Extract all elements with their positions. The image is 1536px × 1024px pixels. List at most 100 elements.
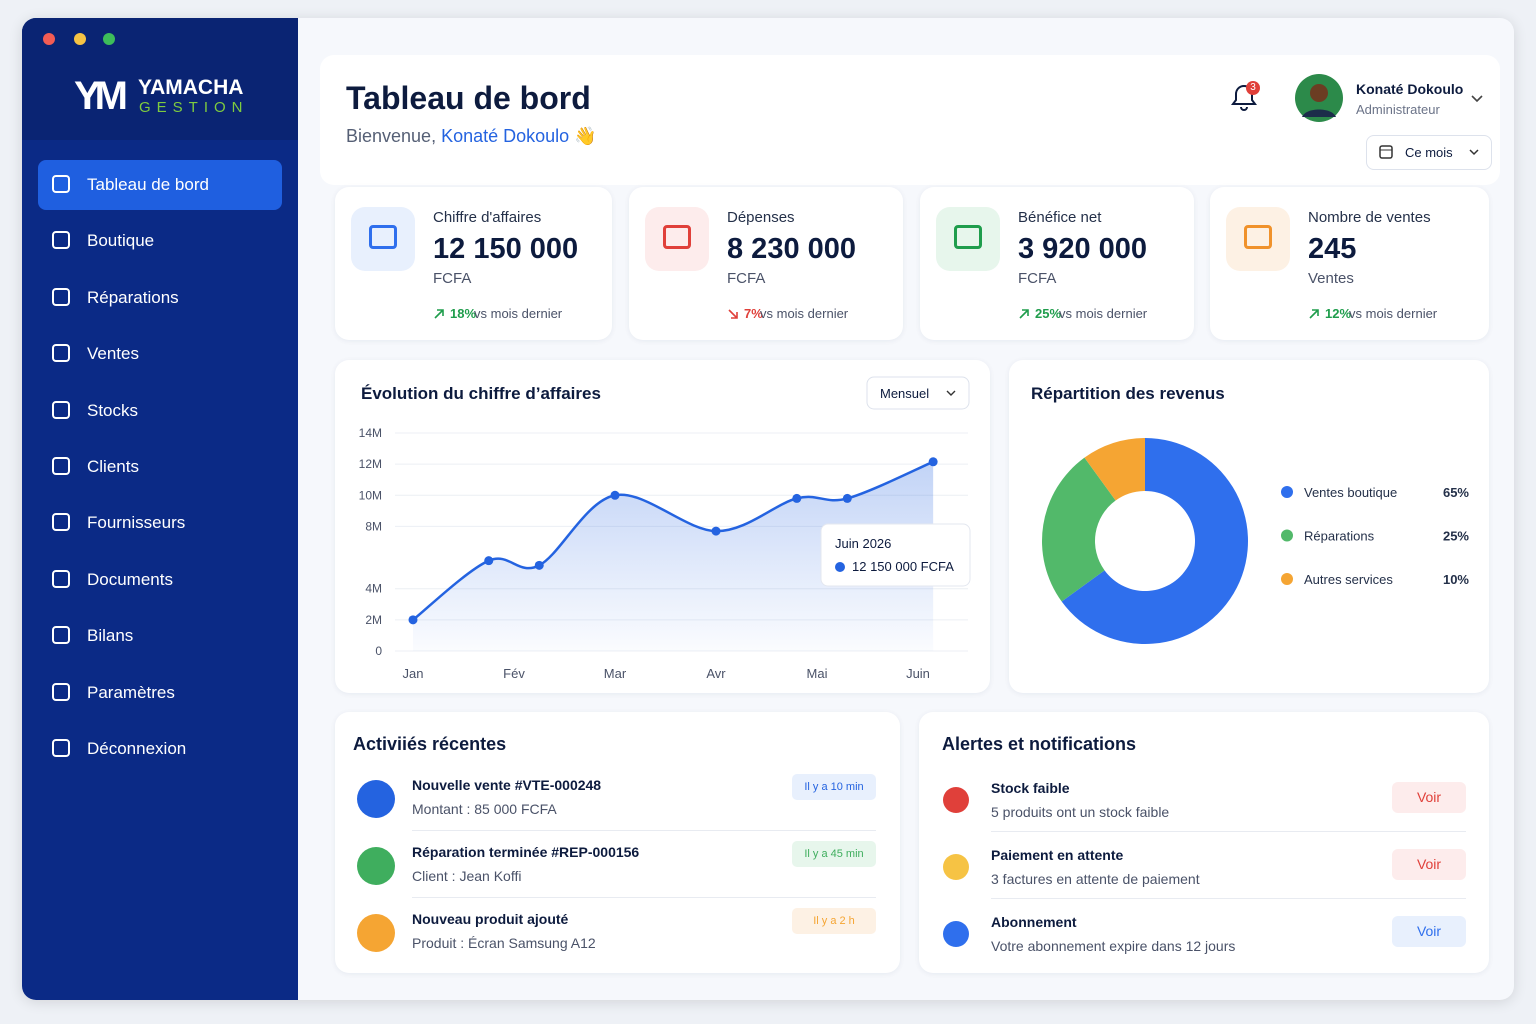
menu-icon	[52, 569, 70, 588]
activity-title: Nouveau produit ajouté	[412, 911, 569, 927]
legend-value: 65%	[1443, 485, 1469, 500]
menu-item[interactable]: Bilans	[38, 611, 282, 661]
period-select[interactable]	[1366, 135, 1492, 170]
x-tick-label: Jan	[403, 666, 424, 681]
menu-label: Clients	[87, 457, 139, 476]
line	[412, 460, 934, 621]
menu-label: Paramètres	[87, 682, 175, 702]
menu-icon	[52, 287, 70, 306]
period-icons	[1379, 145, 1479, 159]
point	[711, 526, 721, 536]
kpi-icon	[1226, 207, 1290, 271]
menu-label: Déconnexion	[87, 739, 187, 758]
point	[408, 615, 418, 625]
separator	[412, 830, 876, 831]
kpi-card: Dépenses 8 230 000 FCFA 7% vs mois dernier	[629, 187, 903, 340]
activity-detail: Montant : 85 000 FCFA	[412, 801, 557, 817]
x-tick-label: Juin	[906, 666, 930, 681]
kpi-glyph	[954, 225, 982, 249]
menu-icon	[52, 400, 70, 419]
activity-title: Nouvelle vente #VTE-000248	[412, 777, 602, 793]
point	[842, 493, 852, 503]
menu-item[interactable]: Ventes	[38, 329, 282, 379]
alert-action[interactable]: Voir	[1392, 849, 1466, 880]
kpi-change-text: vs mois dernier	[760, 306, 849, 321]
y-tick-label: 14M	[359, 426, 382, 440]
profile-name: Konaté Dokoulo	[1356, 81, 1464, 97]
kpi-icon	[351, 207, 415, 271]
kpi-unit: FCFA	[727, 270, 766, 287]
alert-detail: Votre abonnement expire dans 12 jours	[991, 938, 1236, 954]
activity-title: Réparation terminée #REP-000156	[412, 844, 640, 860]
window-controls	[43, 33, 115, 45]
menu-item[interactable]: Documents	[38, 555, 282, 605]
menu-label: Réparations	[87, 287, 179, 307]
activity-detail: Produit : Écran Samsung A12	[412, 935, 596, 951]
kpi-glyph	[369, 225, 397, 249]
activity-icon	[357, 780, 395, 818]
menu-item[interactable]: Clients	[38, 442, 282, 492]
menu-label: Stocks	[87, 400, 139, 420]
kpi-glyph	[1244, 225, 1272, 249]
kpi-card: Chiffre d'affaires 12 150 000 FCFA 18% vs mo…	[335, 187, 612, 340]
activity-time: Il y a 10 min	[792, 774, 876, 800]
kpi-label: Dépenses	[727, 209, 795, 226]
alert-icon	[943, 787, 969, 813]
kpi-change: 25%	[1035, 306, 1062, 321]
menu-item[interactable]: Tableau de bord	[38, 160, 282, 210]
legend-value: 25%	[1443, 529, 1469, 544]
avatar[interactable]	[1294, 73, 1344, 123]
alert-action[interactable]: Voir	[1392, 782, 1466, 813]
activity-icon	[357, 914, 395, 952]
profile-role: Administrateur	[1356, 102, 1440, 117]
menu-item[interactable]: Déconnexion	[38, 724, 282, 774]
kpi-change: 18%	[450, 306, 477, 321]
wave: 👋	[574, 126, 597, 146]
menu-item[interactable]: Fournisseurs	[38, 498, 282, 548]
alert-detail: 3 factures en attente de paiement	[991, 871, 1200, 887]
notification-count: 3	[1250, 82, 1256, 93]
point	[610, 490, 620, 500]
kpi-arrow	[1309, 309, 1319, 319]
alert-detail: 5 produits ont un stock faible	[991, 804, 1170, 820]
y-tick-label: 4M	[365, 582, 382, 596]
kpi-label: Nombre de ventes	[1308, 209, 1431, 226]
menu-item[interactable]: Réparations	[38, 273, 282, 323]
menu-item[interactable]: Paramètres	[38, 668, 282, 718]
activity-detail: Client : Jean Koffi	[412, 868, 522, 884]
tooltip-title: Juin 2026	[835, 536, 891, 551]
kpi-value: 8 230 000	[727, 233, 857, 265]
kpi-unit: FCFA	[1018, 270, 1057, 287]
slice	[1042, 457, 1116, 602]
menu-item[interactable]: Stocks	[38, 386, 282, 436]
area	[413, 461, 934, 651]
page-title: Tableau de bord	[346, 80, 591, 116]
tooltip-text: 12 150 000 FCFA	[852, 559, 954, 574]
slice	[1084, 438, 1145, 501]
period-label: Ce mois	[1405, 145, 1453, 160]
activities-title: Activiiés récentes	[353, 734, 507, 754]
kpi-change-text: vs mois dernier	[1059, 306, 1148, 321]
logo: YM	[74, 74, 128, 118]
chart-title: Évolution du chiffre d’affaires	[361, 384, 601, 403]
kpi-icon	[936, 207, 1000, 271]
kpi-label: Bénéfice net	[1018, 209, 1102, 226]
alert-title: Stock faible	[991, 780, 1070, 796]
select-caret	[946, 390, 956, 396]
kpi-change-text: vs mois dernier	[474, 306, 563, 321]
legend-label: Autres services	[1304, 572, 1393, 587]
menu-icon	[52, 739, 70, 757]
alert-action[interactable]: Voir	[1392, 916, 1466, 947]
alerts-title: Alertes et notifications	[942, 734, 1137, 754]
x-tick-label: Fév	[503, 666, 525, 681]
menu-label: Tableau de bord	[87, 175, 209, 194]
y-tick-label: 8M	[365, 519, 382, 533]
x-tick-label: Mai	[807, 666, 828, 681]
legend-dot	[1281, 529, 1293, 542]
kpi-arrow	[728, 309, 738, 319]
menu-item[interactable]: Boutique	[38, 216, 282, 266]
notification-bell[interactable]	[1224, 78, 1264, 118]
logo-band	[22, 18, 298, 140]
x-tick-label: Avr	[706, 666, 726, 681]
